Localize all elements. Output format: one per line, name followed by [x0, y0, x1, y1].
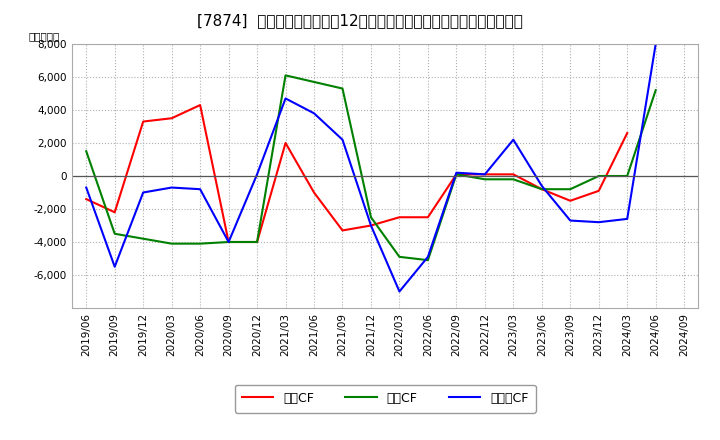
投資CF — [110, 231, 119, 236]
営業CF — [310, 190, 318, 195]
投資CF — [225, 239, 233, 245]
投資CF — [395, 254, 404, 260]
投資CF — [338, 86, 347, 91]
営業CF — [139, 119, 148, 124]
フリーCF — [509, 137, 518, 143]
投資CF — [366, 215, 375, 220]
営業CF — [537, 187, 546, 192]
フリーCF — [395, 289, 404, 294]
投資CF — [566, 187, 575, 192]
営業CF — [338, 228, 347, 233]
営業CF — [167, 116, 176, 121]
フリーCF — [566, 218, 575, 223]
投資CF — [196, 241, 204, 246]
営業CF — [480, 172, 489, 177]
フリーCF — [139, 190, 148, 195]
投資CF — [423, 257, 432, 263]
営業CF — [623, 130, 631, 136]
投資CF — [452, 172, 461, 177]
フリーCF — [282, 96, 290, 101]
フリーCF — [196, 187, 204, 192]
フリーCF — [366, 223, 375, 228]
フリーCF — [480, 172, 489, 177]
営業CF — [225, 239, 233, 245]
営業CF — [452, 172, 461, 177]
投資CF — [167, 241, 176, 246]
フリーCF — [452, 170, 461, 175]
フリーCF — [423, 254, 432, 260]
営業CF — [110, 210, 119, 215]
投資CF — [253, 239, 261, 245]
営業CF — [423, 215, 432, 220]
フリーCF — [225, 239, 233, 245]
営業CF — [82, 196, 91, 202]
投資CF — [282, 73, 290, 78]
Line: 投資CF: 投資CF — [86, 75, 656, 260]
営業CF — [366, 223, 375, 228]
フリーCF — [338, 137, 347, 143]
投資CF — [139, 236, 148, 241]
営業CF — [395, 215, 404, 220]
フリーCF — [310, 110, 318, 116]
Line: フリーCF: フリーCF — [86, 44, 656, 292]
投資CF — [82, 149, 91, 154]
Legend: 営業CF, 投資CF, フリーCF: 営業CF, 投資CF, フリーCF — [235, 385, 536, 413]
フリーCF — [595, 220, 603, 225]
フリーCF — [623, 216, 631, 222]
営業CF — [282, 140, 290, 146]
フリーCF — [110, 264, 119, 269]
フリーCF — [652, 41, 660, 47]
投資CF — [537, 187, 546, 192]
投資CF — [595, 173, 603, 179]
投資CF — [623, 173, 631, 179]
投資CF — [480, 177, 489, 182]
フリーCF — [167, 185, 176, 190]
営業CF — [566, 198, 575, 203]
フリーCF — [82, 185, 91, 190]
投資CF — [652, 88, 660, 93]
Text: （百万円）: （百万円） — [28, 31, 60, 41]
投資CF — [310, 79, 318, 84]
フリーCF — [253, 172, 261, 177]
Text: [7874]  キャッシュフローの12か月移動合計の対前年同期増減額の推移: [7874] キャッシュフローの12か月移動合計の対前年同期増減額の推移 — [197, 13, 523, 28]
フリーCF — [537, 183, 546, 188]
営業CF — [509, 172, 518, 177]
営業CF — [253, 239, 261, 245]
Line: 営業CF: 営業CF — [86, 105, 627, 242]
営業CF — [196, 103, 204, 108]
営業CF — [595, 188, 603, 194]
投資CF — [509, 177, 518, 182]
